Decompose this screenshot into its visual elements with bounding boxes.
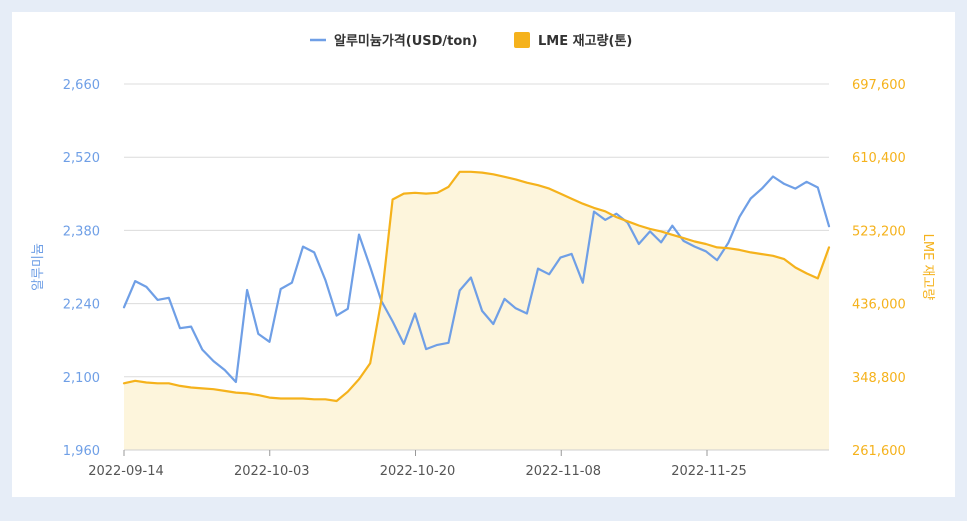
x-tick-label: 2022-10-20 (380, 464, 456, 479)
x-tick-label: 2022-10-03 (234, 464, 310, 479)
y-right-tick-label: 697,600 (852, 78, 906, 93)
y-left-tick-label: 2,660 (63, 78, 100, 93)
y-left-tick-label: 2,520 (63, 151, 100, 166)
y-right-tick-label: 348,800 (852, 371, 906, 386)
y-left-tick-label: 2,240 (63, 298, 100, 313)
y-right-tick-label: 436,000 (852, 298, 906, 313)
y-right-axis-title: LME 재고량 (920, 234, 935, 301)
y-left-axis-title: 알루미늄 (31, 243, 46, 291)
y-right-tick-label: 523,200 (852, 224, 906, 239)
chart-svg: 2,660 697,600 2,520 610,400 2,380 523,200 2,24… (31, 32, 935, 479)
y-left-tick-label: 2,100 (63, 371, 100, 386)
stock-area-fill (124, 171, 829, 451)
x-tick-label: 2022-11-25 (671, 464, 747, 479)
legend-stock-swatch (514, 32, 530, 48)
legend[interactable]: 알루미늄가격(USD/ton) LME 재고량(톤) (310, 32, 632, 49)
y-right-tick-label: 610,400 (852, 151, 906, 166)
x-tick-label: 2022-11-08 (525, 464, 601, 479)
y-left-tick-label: 2,380 (63, 224, 100, 239)
price-line (122, 175, 831, 384)
legend-price-label[interactable]: 알루미늄가격(USD/ton) (334, 33, 478, 49)
chart-card: 2,660 697,600 2,520 610,400 2,380 523,200 2,24… (12, 12, 955, 497)
stock-line (122, 170, 831, 403)
legend-stock-label[interactable]: LME 재고량(톤) (538, 34, 632, 49)
stock-area-layer (124, 171, 829, 451)
y-right-tick-label: 261,600 (852, 444, 906, 459)
x-tick-label: 2022-09-14 (88, 464, 164, 479)
y-left-tick-label: 1,960 (63, 444, 100, 459)
series-lines (122, 170, 831, 403)
axes-layer: 2,660 697,600 2,520 610,400 2,380 523,200 2,24… (31, 78, 935, 479)
